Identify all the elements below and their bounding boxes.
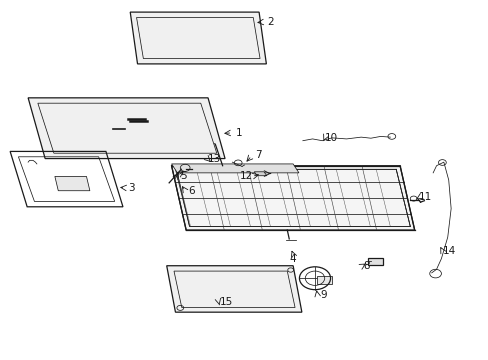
- Polygon shape: [368, 258, 382, 265]
- Text: 5: 5: [180, 171, 186, 181]
- Text: 7: 7: [254, 150, 261, 160]
- Text: 2: 2: [266, 17, 273, 27]
- Text: 8: 8: [363, 261, 369, 271]
- Polygon shape: [130, 12, 266, 64]
- Polygon shape: [166, 266, 301, 312]
- Text: 3: 3: [128, 183, 135, 193]
- Polygon shape: [28, 98, 224, 158]
- Text: 12: 12: [239, 171, 252, 181]
- Text: 11: 11: [418, 192, 431, 202]
- Text: 10: 10: [324, 133, 337, 143]
- Text: 15: 15: [219, 297, 232, 307]
- Polygon shape: [55, 176, 90, 191]
- Text: 13: 13: [207, 154, 221, 163]
- Text: 4: 4: [289, 253, 296, 264]
- Text: 9: 9: [320, 290, 326, 300]
- Text: 1: 1: [235, 128, 242, 138]
- Polygon shape: [171, 166, 414, 230]
- Text: 14: 14: [442, 246, 455, 256]
- Text: 6: 6: [188, 186, 195, 196]
- Polygon shape: [171, 164, 298, 173]
- Polygon shape: [317, 276, 331, 284]
- Polygon shape: [254, 172, 266, 176]
